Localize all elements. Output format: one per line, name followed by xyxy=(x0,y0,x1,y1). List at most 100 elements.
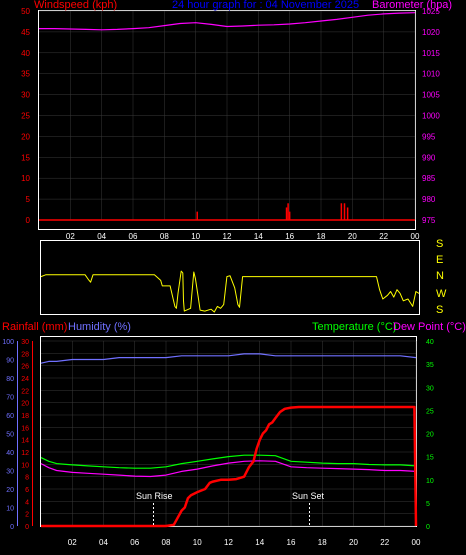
temperature-tick-label: 40 xyxy=(426,339,434,346)
rainfall-tick-label: 0 xyxy=(25,524,29,531)
windspeed-tick-label: 25 xyxy=(21,112,30,121)
barometer-tick-label: 990 xyxy=(422,153,436,162)
humidity-axis-ticks: 0 10 20 30 40 50 60 70 80 90 100 xyxy=(2,339,14,531)
windspeed-tick-label: 45 xyxy=(21,28,30,37)
temperature-tick-label: 5 xyxy=(426,501,430,508)
barometer-axis-ticks: 975 980 985 990 995 1000 1005 1010 1015 1020 1025 xyxy=(422,7,440,225)
time-tick-label: 16 xyxy=(285,232,294,241)
time-tick-label: 02 xyxy=(68,538,77,547)
humidity-tick-label: 0 xyxy=(10,524,14,531)
temperature-tick-label: 0 xyxy=(426,524,430,531)
time-tick-label: 06 xyxy=(130,538,139,547)
rainfall-tick-label: 12 xyxy=(21,450,29,457)
barometer-tick-label: 975 xyxy=(422,216,436,225)
upper-panel-frame xyxy=(38,10,416,230)
time-tick-label: 20 xyxy=(348,232,357,241)
wind-direction-line xyxy=(40,270,420,313)
time-tick-label: 06 xyxy=(129,232,138,241)
direction-label-n: N xyxy=(436,270,444,282)
barometer-tick-label: 1000 xyxy=(422,112,440,121)
rainfall-tick-label: 24 xyxy=(21,376,29,383)
dewpoint-line xyxy=(40,460,417,478)
windspeed-tick-label: 30 xyxy=(21,91,30,100)
rainfall-tick-label: 8 xyxy=(25,475,29,482)
sunrise-label: Sun Rise xyxy=(136,491,173,501)
dewpoint-axis-label: Dew Point (°C) xyxy=(393,321,466,333)
lower-grid xyxy=(17,340,417,527)
barometer-tick-label: 1005 xyxy=(422,91,440,100)
barometer-tick-label: 1025 xyxy=(422,7,440,16)
rainfall-tick-label: 2 xyxy=(25,512,29,519)
time-tick-label: 08 xyxy=(162,538,171,547)
temperature-line xyxy=(40,454,417,469)
direction-label-w: W xyxy=(436,288,447,300)
direction-panel-frame xyxy=(40,240,420,315)
temperature-tick-label: 35 xyxy=(426,362,434,369)
humidity-tick-label: 80 xyxy=(6,376,14,383)
time-tick-label: 10 xyxy=(193,538,202,547)
time-tick-label: 22 xyxy=(379,232,388,241)
time-tick-label: 18 xyxy=(317,232,326,241)
humidity-tick-label: 60 xyxy=(6,413,14,420)
time-tick-label: 22 xyxy=(380,538,389,547)
windspeed-tick-label: 5 xyxy=(26,195,31,204)
rainfall-line xyxy=(41,405,418,528)
windspeed-tick-label: 50 xyxy=(21,7,30,16)
direction-label-s-bottom: S xyxy=(436,304,443,316)
wind-direction-series xyxy=(40,270,420,313)
windspeed-tick-label: 10 xyxy=(21,174,30,183)
time-tick-label: 20 xyxy=(349,538,358,547)
direction-label-e: E xyxy=(436,254,443,266)
windspeed-axis-ticks: 0 5 10 15 20 25 30 35 40 45 50 xyxy=(21,7,30,225)
time-tick-label: 10 xyxy=(191,232,200,241)
rainfall-tick-label: 16 xyxy=(21,425,29,432)
barometer-tick-label: 1020 xyxy=(422,28,440,37)
humidity-tick-label: 90 xyxy=(6,358,14,365)
rainfall-tick-label: 28 xyxy=(21,351,29,358)
time-tick-label: 18 xyxy=(318,538,327,547)
time-tick-label: 02 xyxy=(66,232,75,241)
humidity-tick-label: 20 xyxy=(6,487,14,494)
humidity-tick-label: 10 xyxy=(6,506,14,513)
time-tick-label: 16 xyxy=(287,538,296,547)
barometer-tick-label: 995 xyxy=(422,132,436,141)
upper-time-axis-ticks: 02 04 06 08 10 12 14 16 18 20 22 00 xyxy=(66,232,420,241)
time-tick-label: 12 xyxy=(223,232,232,241)
barometer-line xyxy=(39,12,416,31)
rainfall-tick-label: 20 xyxy=(21,401,29,408)
time-tick-label: 00 xyxy=(412,538,421,547)
windspeed-tick-label: 40 xyxy=(21,49,30,58)
windspeed-axis-label: Windspeed (kph) xyxy=(34,0,117,11)
rainfall-tick-label: 6 xyxy=(25,487,29,494)
rainfall-tick-label: 10 xyxy=(21,462,29,469)
temperature-tick-label: 25 xyxy=(426,408,434,415)
temperature-tick-label: 20 xyxy=(426,432,434,439)
barometer-axis-label: Barometer (hpa) xyxy=(372,0,452,11)
temperature-tick-label: 15 xyxy=(426,455,434,462)
time-tick-label: 04 xyxy=(97,232,106,241)
barometer-tick-label: 1015 xyxy=(422,49,440,58)
lower-series xyxy=(40,353,418,528)
rainfall-tick-label: 30 xyxy=(21,339,29,346)
time-tick-label: 00 xyxy=(411,232,420,241)
sunset-label: Sun Set xyxy=(292,491,325,501)
time-tick-label: 14 xyxy=(254,232,263,241)
rainfall-tick-label: 14 xyxy=(21,438,29,445)
windspeed-tick-label: 20 xyxy=(21,132,30,141)
humidity-tick-label: 40 xyxy=(6,450,14,457)
humidity-tick-label: 50 xyxy=(6,432,14,439)
humidity-tick-label: 100 xyxy=(2,339,14,346)
humidity-tick-label: 70 xyxy=(6,395,14,402)
temperature-tick-label: 10 xyxy=(426,478,434,485)
temperature-tick-label: 30 xyxy=(426,385,434,392)
rainfall-tick-label: 4 xyxy=(25,499,29,506)
barometer-tick-label: 980 xyxy=(422,195,436,204)
upper-grid xyxy=(39,10,416,221)
windspeed-tick-label: 15 xyxy=(21,153,30,162)
time-tick-label: 08 xyxy=(160,232,169,241)
humidity-tick-label: 30 xyxy=(6,469,14,476)
lower-panel-frame xyxy=(40,336,417,527)
windspeed-tick-label: 35 xyxy=(21,70,30,79)
